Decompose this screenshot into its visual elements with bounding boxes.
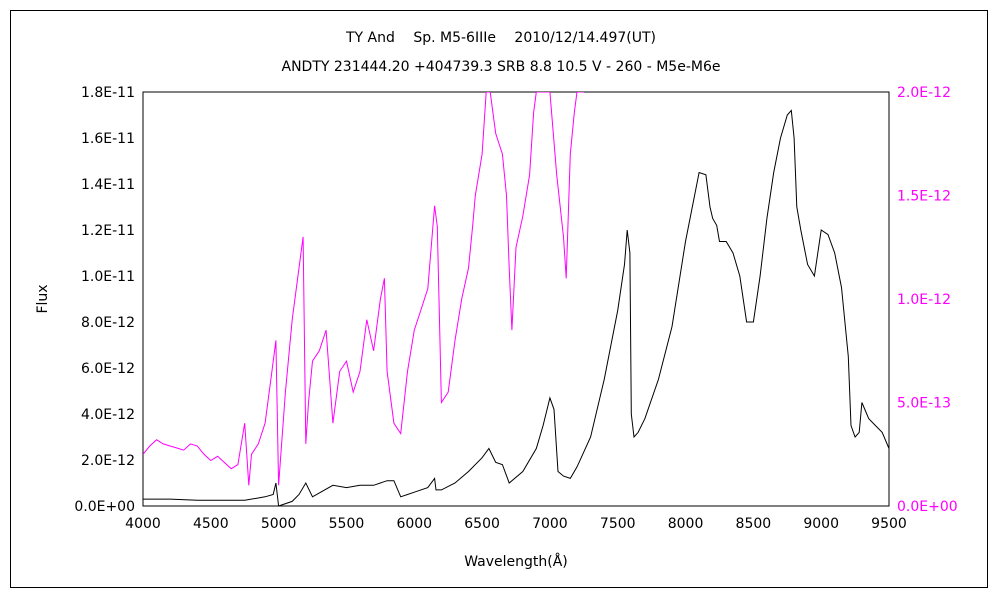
x-tick-label: 8000	[668, 516, 704, 532]
y-tick-label: 0.0E+00	[74, 499, 135, 515]
y-tick-label: 8.0E-12	[81, 315, 135, 331]
x-tick-label: 6500	[464, 516, 500, 532]
y-axis-label: Flux	[35, 284, 51, 313]
y2-tick-label: 1.5E-12	[897, 189, 951, 205]
y-tick-label: 4.0E-12	[81, 407, 135, 423]
y-tick-label: 1.0E-11	[81, 269, 135, 285]
x-tick-label: 5000	[261, 516, 297, 532]
series-line-right-axis	[143, 92, 584, 486]
y-tick-label: 6.0E-12	[81, 361, 135, 377]
x-tick-label: 8500	[736, 516, 772, 532]
x-tick-label: 7000	[532, 516, 568, 532]
x-tick-label: 9000	[803, 516, 839, 532]
x-axis-label: Wavelength(Å)	[464, 553, 568, 570]
x-tick-label: 4500	[193, 516, 229, 532]
y2-tick-label: 0.0E+00	[897, 499, 958, 515]
x-tick-label: 4000	[125, 516, 161, 532]
x-tick-label: 6000	[396, 516, 432, 532]
y2-tick-label: 1.0E-12	[897, 292, 951, 308]
x-tick-label: 7500	[600, 516, 636, 532]
spectrum-chart: TY And Sp. M5-6IIIe 2010/12/14.497(UT) A…	[35, 30, 958, 570]
plot-area	[142, 91, 890, 507]
y-tick-label: 2.0E-12	[81, 453, 135, 469]
x-tick-label: 9500	[871, 516, 907, 532]
chart-subtitle: ANDTY 231444.20 +404739.3 SRB 8.8 10.5 V…	[282, 59, 721, 75]
chart-title: TY And Sp. M5-6IIIe 2010/12/14.497(UT)	[345, 30, 656, 46]
series-line-left-axis	[143, 109, 889, 506]
y2-tick-label: 2.0E-12	[897, 85, 951, 101]
y2-tick-label: 5.0E-13	[897, 396, 951, 412]
x-tick-label: 5500	[329, 516, 365, 532]
y-tick-label: 1.8E-11	[81, 85, 135, 101]
y-tick-label: 1.6E-11	[81, 131, 135, 147]
y-tick-label: 1.2E-11	[81, 223, 135, 239]
chart-frame: TY And Sp. M5-6IIIe 2010/12/14.497(UT) A…	[10, 10, 988, 588]
y-tick-label: 1.4E-11	[81, 177, 135, 193]
